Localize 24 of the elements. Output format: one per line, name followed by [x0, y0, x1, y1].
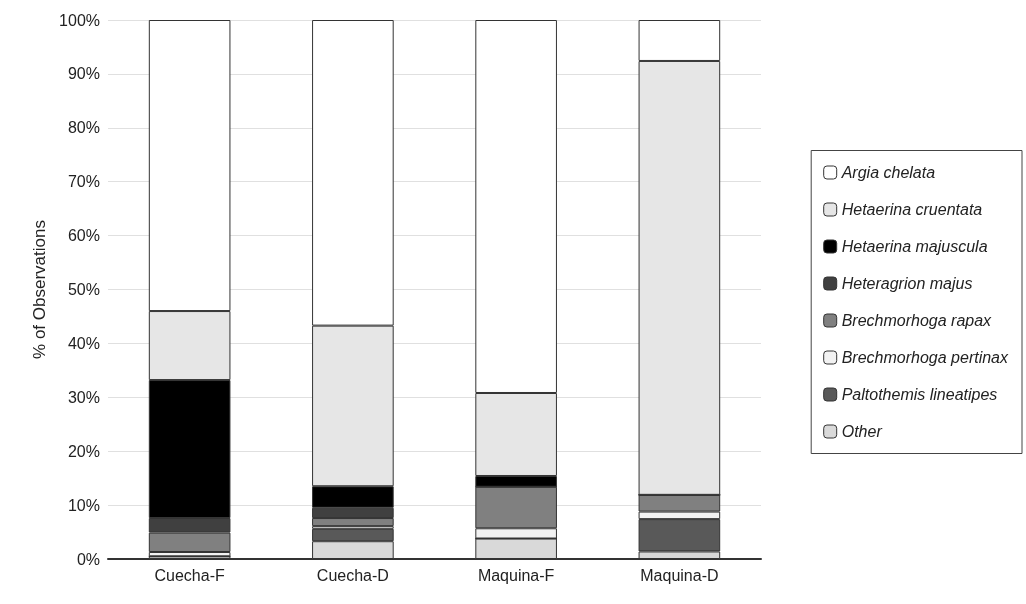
legend-label: Argia chelata: [840, 164, 936, 181]
legend-label: Other: [841, 423, 883, 440]
legend-label: Brechmorhoga pertinax: [841, 349, 1009, 366]
y-tick-label: 40%: [67, 334, 100, 352]
y-tick-label: 10%: [67, 496, 100, 514]
legend-label: Brechmorhoga rapax: [841, 312, 993, 329]
y-tick-label: 60%: [67, 227, 100, 245]
x-tick-label: Cuecha-D: [316, 566, 389, 584]
y-tick-label: 100%: [59, 11, 100, 29]
legend-label: Hetaerina cruentata: [841, 201, 983, 218]
x-tick-label: Maquina-D: [640, 566, 719, 584]
y-tick-label: 0%: [76, 550, 100, 568]
x-tick-label: Cuecha-F: [154, 566, 225, 584]
y-tick-label: 90%: [67, 65, 100, 83]
y-tick-label: 80%: [67, 119, 100, 137]
y-tick-label: 30%: [67, 388, 100, 406]
legend-label: Paltothemis lineatipes: [841, 386, 998, 403]
y-tick-label: 20%: [67, 442, 100, 460]
y-tick-label: 50%: [67, 281, 100, 298]
y-axis-title: % of Observations: [30, 220, 50, 359]
x-tick-label: Maquina-F: [477, 566, 555, 584]
legend-label: Heteragrion majus: [841, 275, 973, 292]
legend-label: Hetaerina majuscula: [841, 238, 988, 255]
y-tick-label: 70%: [67, 173, 100, 191]
